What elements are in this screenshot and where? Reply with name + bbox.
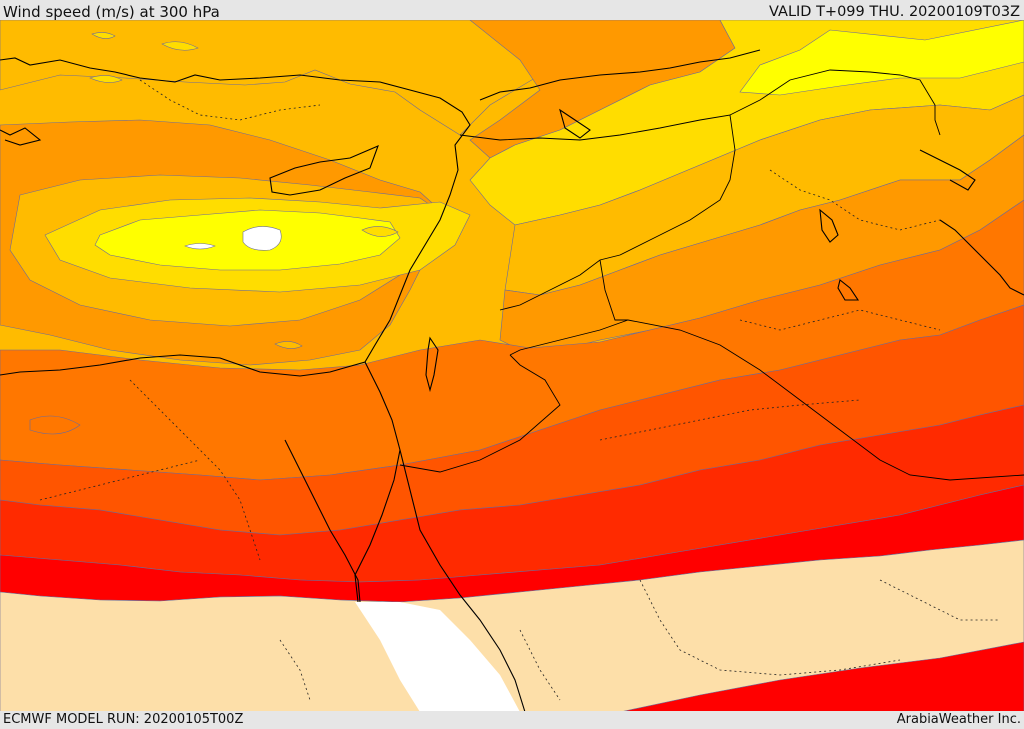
bubble-4 <box>29 415 81 435</box>
bubble-5 <box>274 341 303 349</box>
wind-speed-map <box>0 20 1024 712</box>
wind-band-southeast-red <box>619 641 1024 712</box>
country-borders <box>399 69 1024 481</box>
valid-time-label: VALID T+099 THU. 20200109T03Z <box>769 4 1020 20</box>
bubble-1 <box>91 32 116 39</box>
map-title: Wind speed (m/s) at 300 hPa <box>3 3 220 21</box>
model-run-label: ECMWF MODEL RUN: 20200105T00Z <box>3 712 244 727</box>
wind-band-east-deep-orange <box>499 134 1024 351</box>
jet-max-core-1 <box>184 243 216 250</box>
bubble-3 <box>89 75 123 83</box>
jet-max-core-2 <box>242 226 282 251</box>
bubble-6 <box>361 226 399 237</box>
red-sea-white-area <box>355 602 520 712</box>
province-boundaries <box>39 79 1000 701</box>
wind-band-northeast-brightest <box>739 20 1024 96</box>
wind-band-south-calm <box>0 539 1024 712</box>
bubble-2 <box>161 41 199 51</box>
coastlines <box>0 49 1024 712</box>
header-bar: Wind speed (m/s) at 300 hPa VALID T+099 … <box>0 0 1024 21</box>
credit-label: ArabiaWeather Inc. <box>896 712 1021 727</box>
footer-bar: ECMWF MODEL RUN: 20200105T00Z ArabiaWeat… <box>0 711 1024 729</box>
